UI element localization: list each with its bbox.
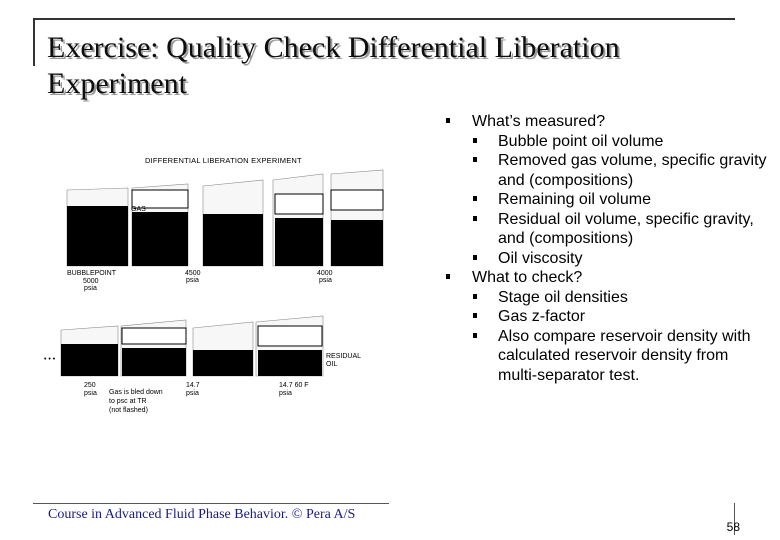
sub-bullet-text: Remaining oil volume	[498, 191, 651, 208]
page-number: 58	[726, 520, 740, 534]
p4-unit: psia	[84, 390, 97, 397]
square-bullet-icon	[473, 215, 477, 221]
bullet-list: What’s measured? Bubble point oil volume…	[440, 112, 770, 385]
sub-bullet-text: Residual oil volume, specific gravity, a…	[498, 210, 754, 248]
sub-bullet-text: Removed gas volume, specific gravity and…	[498, 152, 767, 189]
bled-note-line3: (not flashed)	[109, 407, 148, 414]
differential-liberation-diagram: DIFFERENTIAL LIBERATION EXPERIMENT GAS O…	[44, 156, 384, 414]
p2-value: 4500	[185, 270, 201, 277]
square-bullet-icon	[446, 274, 450, 279]
sub-bullet: Remaining oil volume	[440, 190, 770, 210]
sub-bullet: Also compare reservoir density with calc…	[440, 327, 770, 386]
cell-bubblepoint	[66, 187, 129, 267]
sub-bullet: Gas z-factor	[440, 307, 770, 327]
sub-bullet: Stage oil densities	[440, 288, 770, 308]
sub-bullet: Removed gas volume, specific gravity and…	[440, 151, 770, 190]
sub-bullet-text: Gas z-factor	[498, 308, 586, 325]
sub-bullet: Oil viscosity	[440, 249, 770, 269]
square-bullet-icon	[473, 137, 477, 143]
slide-title: Exercise: Quality Check Differential Lib…	[47, 31, 620, 100]
cell-250	[60, 325, 119, 377]
bled-note-line1: Gas is bled down	[109, 389, 163, 396]
gas-label: GAS	[131, 206, 146, 213]
frame-top-rule	[33, 18, 735, 20]
sub-bullet: Bubble point oil volume	[440, 132, 770, 152]
bullet-text: What to check?	[472, 269, 583, 286]
bullet-what-measured: What’s measured?	[440, 112, 770, 132]
cell-250-gas	[120, 319, 187, 377]
bullet-text: What’s measured?	[472, 113, 606, 130]
cell-14-7	[192, 321, 254, 377]
footer-text: Course in Advanced Fluid Phase Behavior.…	[48, 507, 356, 522]
p5-value: 14.7	[186, 382, 200, 389]
oil-label: OIL	[133, 236, 144, 243]
cell-14-7-gas	[255, 315, 324, 377]
cell-4500-gas	[272, 173, 324, 267]
cell-4000	[330, 169, 384, 267]
p1-value: 5000	[83, 278, 99, 285]
p6-value: 14.7 60 F	[279, 382, 309, 389]
square-bullet-icon	[473, 254, 477, 260]
square-bullet-icon	[473, 293, 477, 299]
sub-bullet-text: Stage oil densities	[498, 288, 628, 306]
square-bullet-icon	[446, 118, 450, 123]
p4-value: 250	[84, 382, 96, 389]
cell-gas-oil	[131, 183, 189, 267]
sub-bullet-text: Also compare reservoir density with calc…	[498, 327, 751, 384]
square-bullet-icon	[473, 332, 477, 338]
p5-unit: psia	[186, 390, 199, 397]
square-bullet-icon	[473, 196, 477, 201]
p3-value: 4000	[317, 270, 333, 277]
p1-unit: psia	[84, 285, 97, 292]
sub-bullet-text: Bubble point oil volume	[498, 132, 664, 150]
bubblepoint-label: BUBBLEPOINT	[67, 270, 117, 277]
frame-bottom-rule	[33, 503, 389, 504]
p2-unit: psia	[186, 277, 199, 284]
frame-left-rule	[33, 18, 35, 66]
diagram-title: DIFFERENTIAL LIBERATION EXPERIMENT	[145, 156, 302, 165]
sub-bullet: Residual oil volume, specific gravity, a…	[440, 210, 770, 249]
residual-label: RESIDUAL	[326, 353, 361, 360]
p6-unit: psia	[279, 390, 292, 397]
bled-note-line2: to psc at TR	[109, 398, 147, 405]
cell-4500	[202, 179, 264, 267]
bullet-what-to-check: What to check?	[440, 268, 770, 288]
frame-right-rule	[734, 503, 735, 535]
sub-bullet-text: Oil viscosity	[498, 249, 583, 267]
square-bullet-icon	[473, 313, 477, 318]
square-bullet-icon	[473, 157, 477, 162]
p3-unit: psia	[319, 277, 332, 284]
continuation-dots: • • •	[44, 356, 56, 363]
residual-oil-label: OIL	[326, 361, 337, 368]
